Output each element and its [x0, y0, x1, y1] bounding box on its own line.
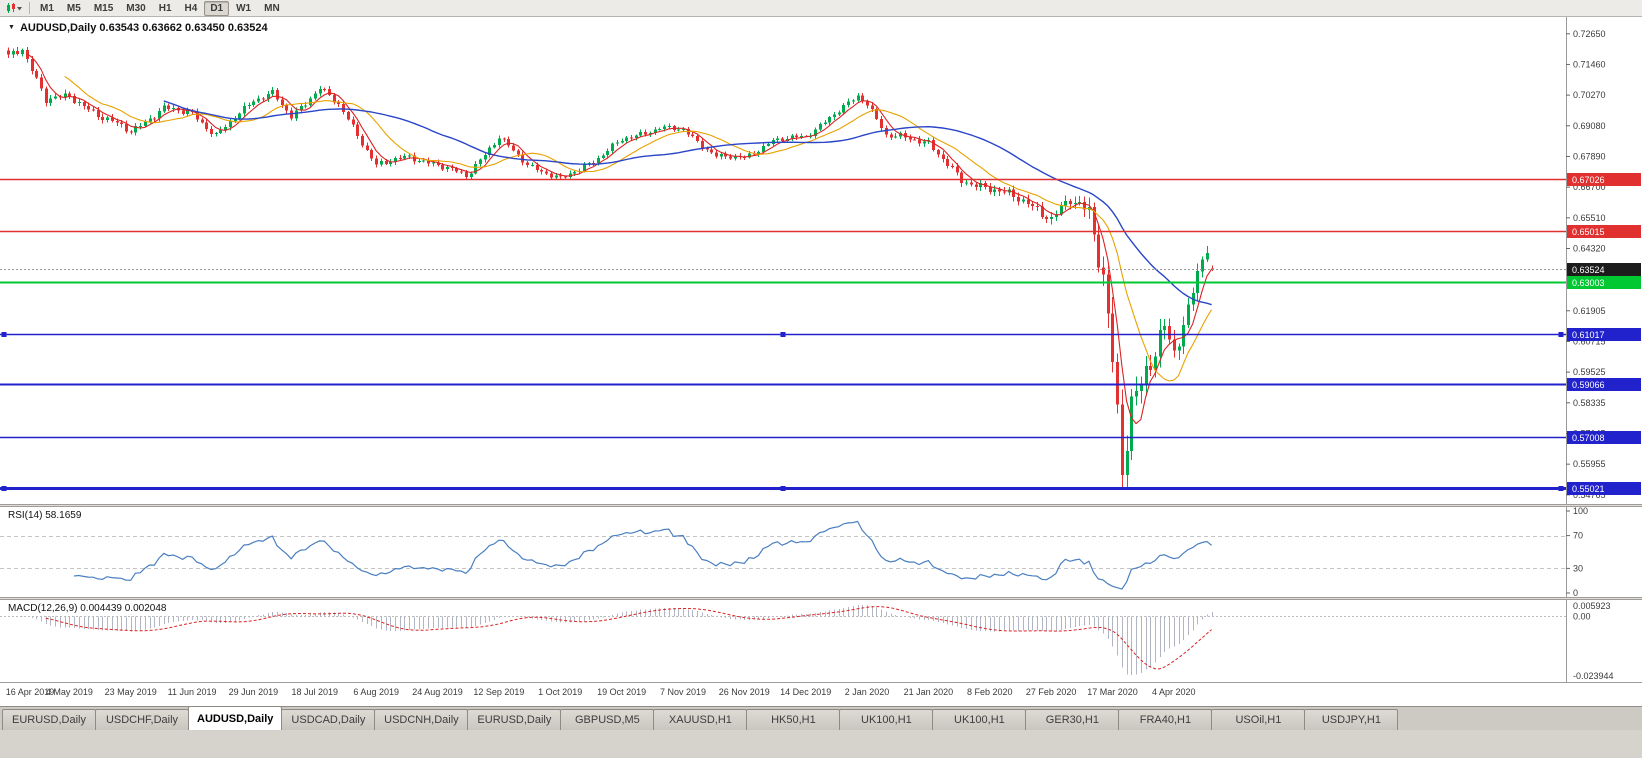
- date-axis-label: 6 Aug 2019: [353, 687, 399, 697]
- svg-text:70: 70: [1573, 531, 1583, 541]
- horizontal-line-0.61017[interactable]: 0.61017: [0, 328, 1641, 341]
- chart-tab-gbpusd-m5-6[interactable]: GBPUSD,M5: [560, 709, 654, 730]
- date-axis-label: 1 Oct 2019: [538, 687, 582, 697]
- price-axis-label: 0.64320: [1573, 244, 1606, 254]
- chart-tab-audusd-daily-2[interactable]: AUDUSD,Daily: [188, 706, 282, 730]
- chart-title: ▼ AUDUSD,Daily 0.63543 0.63662 0.63450 0…: [8, 22, 268, 34]
- chart-window: 0.726500.714600.702700.690800.678900.667…: [0, 17, 1642, 706]
- date-axis[interactable]: 16 Apr 20194 May 201923 May 201911 Jun 2…: [0, 682, 1642, 706]
- horizontal-line-0.63003[interactable]: 0.63003: [0, 276, 1641, 289]
- rsi-indicator-panel[interactable]: 100 70 30 0: [0, 507, 1642, 597]
- chart-tabbar: EURUSD,DailyUSDCHF,DailyAUDUSD,DailyUSDC…: [0, 706, 1642, 730]
- svg-text:0.55021: 0.55021: [1572, 484, 1605, 494]
- date-axis-label: 8 Feb 2020: [967, 687, 1013, 697]
- horizontal-line-0.59066[interactable]: 0.59066: [0, 378, 1641, 391]
- price-axis-label: 0.67890: [1573, 151, 1606, 161]
- svg-text:100: 100: [1573, 507, 1588, 516]
- svg-text:0: 0: [1573, 588, 1578, 597]
- chart-tab-eurusd-daily-5[interactable]: EURUSD,Daily: [467, 709, 561, 730]
- date-axis-label: 18 Jul 2019: [292, 687, 339, 697]
- macd-signal-line: [46, 607, 1212, 669]
- chart-tab-xauusd-h1-7[interactable]: XAUUSD,H1: [653, 709, 747, 730]
- date-axis-label: 23 May 2019: [105, 687, 157, 697]
- date-axis-label: 2 Jan 2020: [845, 687, 890, 697]
- toolbar-separator: [29, 2, 30, 14]
- svg-text:-0.023944: -0.023944: [1573, 671, 1614, 681]
- symbol-ohlc-text: AUDUSD,Daily 0.63543 0.63662 0.63450 0.6…: [20, 22, 268, 34]
- horizontal-line-0.55021[interactable]: 0.55021: [0, 482, 1641, 495]
- chart-tab-eurusd-daily-0[interactable]: EURUSD,Daily: [2, 709, 96, 730]
- svg-text:0.00: 0.00: [1573, 612, 1591, 622]
- date-axis-label: 14 Dec 2019: [780, 687, 831, 697]
- macd-label: MACD(12,26,9) 0.004439 0.002048: [8, 603, 166, 614]
- price-axis-label: 0.58335: [1573, 398, 1606, 408]
- date-axis-label: 21 Jan 2020: [904, 687, 954, 697]
- horizontal-line-0.65015[interactable]: 0.65015: [0, 225, 1641, 238]
- rsi-label: RSI(14) 58.1659: [8, 510, 81, 521]
- price-axis-label: 0.59525: [1573, 367, 1606, 377]
- date-axis-label: 26 Nov 2019: [719, 687, 770, 697]
- date-axis-label: 17 Mar 2020: [1087, 687, 1138, 697]
- svg-text:0.005923: 0.005923: [1573, 601, 1611, 611]
- chart-tab-fra40-h1-12[interactable]: FRA40,H1: [1118, 709, 1212, 730]
- chart-tab-ger30-h1-11[interactable]: GER30,H1: [1025, 709, 1119, 730]
- svg-text:0.57008: 0.57008: [1572, 433, 1605, 443]
- timeframe-button-m1[interactable]: M1: [34, 1, 60, 16]
- date-axis-label: 4 May 2019: [46, 687, 93, 697]
- chart-tab-hk50-h1-8[interactable]: HK50,H1: [746, 709, 840, 730]
- macd-histogram: [9, 605, 1213, 675]
- status-strip: [0, 730, 1642, 758]
- moving-average-13: [65, 76, 1212, 381]
- timeframe-button-m5[interactable]: M5: [61, 1, 87, 16]
- price-axis-label: 0.65510: [1573, 213, 1606, 223]
- svg-text:0.65015: 0.65015: [1572, 227, 1605, 237]
- chart-tab-uk100-h1-10[interactable]: UK100,H1: [932, 709, 1026, 730]
- timeframe-button-w1[interactable]: W1: [230, 1, 257, 16]
- chart-dropdown-icon[interactable]: ▼: [8, 23, 15, 33]
- current-price-tag: 0.63524: [1567, 263, 1641, 276]
- date-axis-label: 24 Aug 2019: [412, 687, 463, 697]
- svg-text:0.63003: 0.63003: [1572, 278, 1605, 288]
- price-axis-label: 0.55955: [1573, 459, 1606, 469]
- date-axis-label: 7 Nov 2019: [660, 687, 706, 697]
- rsi-line: [74, 521, 1212, 589]
- chart-tab-usdcnh-daily-4[interactable]: USDCNH,Daily: [374, 709, 468, 730]
- macd-indicator-panel[interactable]: 0.0059230.00 -0.023944: [0, 600, 1642, 682]
- horizontal-line-0.67026[interactable]: 0.67026: [0, 173, 1641, 186]
- moving-average-5: [27, 54, 1212, 424]
- date-axis-label: 12 Sep 2019: [473, 687, 524, 697]
- timeframe-button-d1[interactable]: D1: [204, 1, 229, 16]
- main-price-chart[interactable]: 0.726500.714600.702700.690800.678900.667…: [0, 17, 1642, 504]
- timeframe-toolbar: M1M5M15M30H1H4D1W1MN: [0, 0, 1642, 17]
- svg-text:0.59066: 0.59066: [1572, 380, 1605, 390]
- date-axis-label: 27 Feb 2020: [1026, 687, 1077, 697]
- svg-text:0.61017: 0.61017: [1572, 330, 1605, 340]
- horizontal-line-0.57008[interactable]: 0.57008: [0, 431, 1641, 444]
- price-axis-label: 0.69080: [1573, 121, 1606, 131]
- svg-text:30: 30: [1573, 563, 1583, 573]
- chart-tab-usdchf-daily-1[interactable]: USDCHF,Daily: [95, 709, 189, 730]
- timeframe-button-m30[interactable]: M30: [120, 1, 151, 16]
- svg-text:0.67026: 0.67026: [1572, 175, 1605, 185]
- timeframe-button-m15[interactable]: M15: [88, 1, 119, 16]
- candlesticks: [7, 47, 1214, 490]
- timeframe-buttons: M1M5M15M30H1H4D1W1MN: [34, 1, 286, 16]
- date-axis-label: 29 Jun 2019: [229, 687, 279, 697]
- date-axis-label: 19 Oct 2019: [597, 687, 646, 697]
- chart-tab-usoil-h1-13[interactable]: USOil,H1: [1211, 709, 1305, 730]
- price-axis-label: 0.71460: [1573, 59, 1606, 69]
- price-axis-label: 0.70270: [1573, 90, 1606, 100]
- timeframe-button-h4[interactable]: H4: [179, 1, 204, 16]
- chart-tab-usdcad-daily-3[interactable]: USDCAD,Daily: [281, 709, 375, 730]
- timeframe-button-mn[interactable]: MN: [258, 1, 286, 16]
- timeframe-button-h1[interactable]: H1: [153, 1, 178, 16]
- date-axis-label: 4 Apr 2020: [1152, 687, 1196, 697]
- date-axis-label: 11 Jun 2019: [168, 687, 217, 697]
- chart-tab-usdjpy-h1-14[interactable]: USDJPY,H1: [1304, 709, 1398, 730]
- price-axis-label: 0.61905: [1573, 306, 1606, 316]
- chart-type-icon[interactable]: [3, 3, 25, 14]
- chart-tab-uk100-h1-9[interactable]: UK100,H1: [839, 709, 933, 730]
- svg-text:0.63524: 0.63524: [1572, 265, 1605, 275]
- price-axis-label: 0.72650: [1573, 29, 1606, 39]
